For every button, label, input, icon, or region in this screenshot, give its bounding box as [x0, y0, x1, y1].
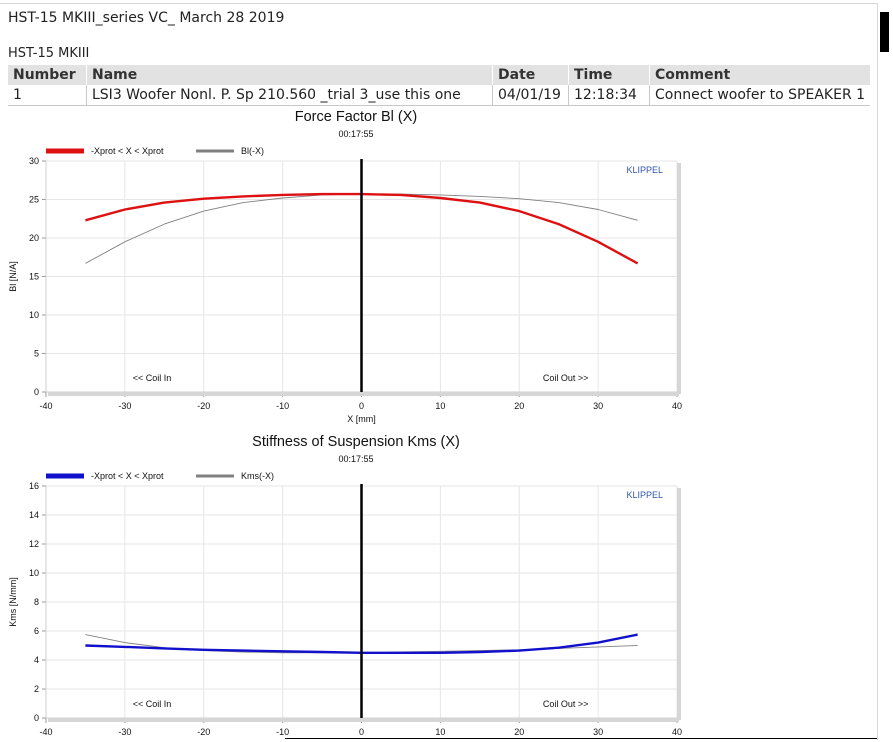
y-tick-label: 20 [29, 233, 39, 243]
y-tick-label: 30 [29, 156, 39, 166]
x-tick-label: -40 [39, 727, 52, 737]
measurement-info-table: Number Name Date Time Comment 1 LSI3 Woo… [8, 65, 871, 106]
x-tick-label: -40 [39, 401, 52, 411]
column-header-name: Name [86, 65, 493, 85]
legend-label-1: -Xprot < X < Xprot [91, 471, 164, 481]
scrollbar-thumb[interactable] [880, 12, 889, 52]
legend-label-1: -Xprot < X < Xprot [91, 146, 164, 156]
y-tick-label: 12 [29, 539, 39, 549]
cell-time: 12:18:34 [568, 85, 650, 106]
y-axis-label: Bl [N/A] [8, 261, 18, 292]
x-tick-label: 30 [593, 727, 603, 737]
kms-chart: Stiffness of Suspension Kms (X) 00:17:55 -… [8, 434, 682, 737]
annotation-coil-out: Coil Out >> [543, 373, 589, 383]
legend-label-2: Kms(-X) [241, 471, 274, 481]
column-header-comment: Comment [649, 65, 871, 85]
y-tick-label: 5 [34, 349, 39, 359]
y-tick-label: 16 [29, 481, 39, 491]
x-tick-label: -30 [118, 727, 131, 737]
bl-chart: Force Factor Bl (X) 00:17:55 -Xprot < X < … [8, 109, 682, 424]
y-axis-label: Kms [N/mm] [8, 577, 18, 627]
chart-subtitle: 00:17:55 [338, 454, 373, 464]
y-tick-label: 15 [29, 272, 39, 282]
cell-number: 1 [8, 85, 87, 106]
x-tick-label: -20 [197, 401, 210, 411]
x-tick-label: 0 [359, 727, 364, 737]
x-axis-label: X [mm] [347, 414, 376, 424]
brand-label: KLIPPEL [626, 165, 663, 175]
table-row: 1 LSI3 Woofer Nonl. P. Sp 210.560 _trial… [8, 85, 871, 106]
y-tick-label: 0 [34, 713, 39, 723]
y-tick-label: 0 [34, 387, 39, 397]
y-tick-label: 6 [34, 626, 39, 636]
y-tick-label: 25 [29, 195, 39, 205]
annotation-coil-in: << Coil In [133, 373, 172, 383]
column-header-time: Time [568, 65, 650, 85]
table-header-row: Number Name Date Time Comment [8, 65, 871, 85]
x-tick-label: 10 [435, 727, 445, 737]
y-tick-label: 14 [29, 510, 39, 520]
y-tick-label: 8 [34, 597, 39, 607]
y-tick-label: 10 [29, 568, 39, 578]
x-tick-label: 20 [514, 727, 524, 737]
cell-date: 04/01/19 [492, 85, 569, 106]
column-header-number: Number [8, 65, 87, 85]
y-tick-label: 4 [34, 655, 39, 665]
chart-title: Stiffness of Suspension Kms (X) [252, 434, 460, 450]
x-tick-label: 40 [672, 727, 682, 737]
page-top-border [0, 3, 878, 4]
chart-subtitle: 00:17:55 [338, 129, 373, 139]
brand-label: KLIPPEL [626, 490, 663, 500]
x-tick-label: -30 [118, 401, 131, 411]
legend-label-2: Bl(-X) [241, 146, 264, 156]
y-tick-label: 2 [34, 684, 39, 694]
x-tick-label: 30 [593, 401, 603, 411]
annotation-coil-in: << Coil In [133, 699, 172, 709]
x-tick-label: 0 [359, 401, 364, 411]
chart-title: Force Factor Bl (X) [295, 109, 417, 125]
document-title: HST-15 MKIII_series VC_ March 28 2019 [8, 10, 285, 26]
x-tick-label: -20 [197, 727, 210, 737]
y-tick-label: 10 [29, 310, 39, 320]
page-bottom-border [285, 738, 877, 739]
x-tick-label: -10 [276, 727, 289, 737]
x-tick-label: 20 [514, 401, 524, 411]
device-name: HST-15 MKIII [8, 46, 90, 61]
cell-comment: Connect woofer to SPEAKER 1 [649, 85, 871, 106]
column-header-date: Date [492, 65, 569, 85]
cell-name: LSI3 Woofer Nonl. P. Sp 210.560 _trial 3… [86, 85, 493, 106]
page-right-border [877, 3, 878, 740]
annotation-coil-out: Coil Out >> [543, 699, 589, 709]
x-tick-label: 10 [435, 401, 445, 411]
x-tick-label: -10 [276, 401, 289, 411]
x-tick-label: 40 [672, 401, 682, 411]
